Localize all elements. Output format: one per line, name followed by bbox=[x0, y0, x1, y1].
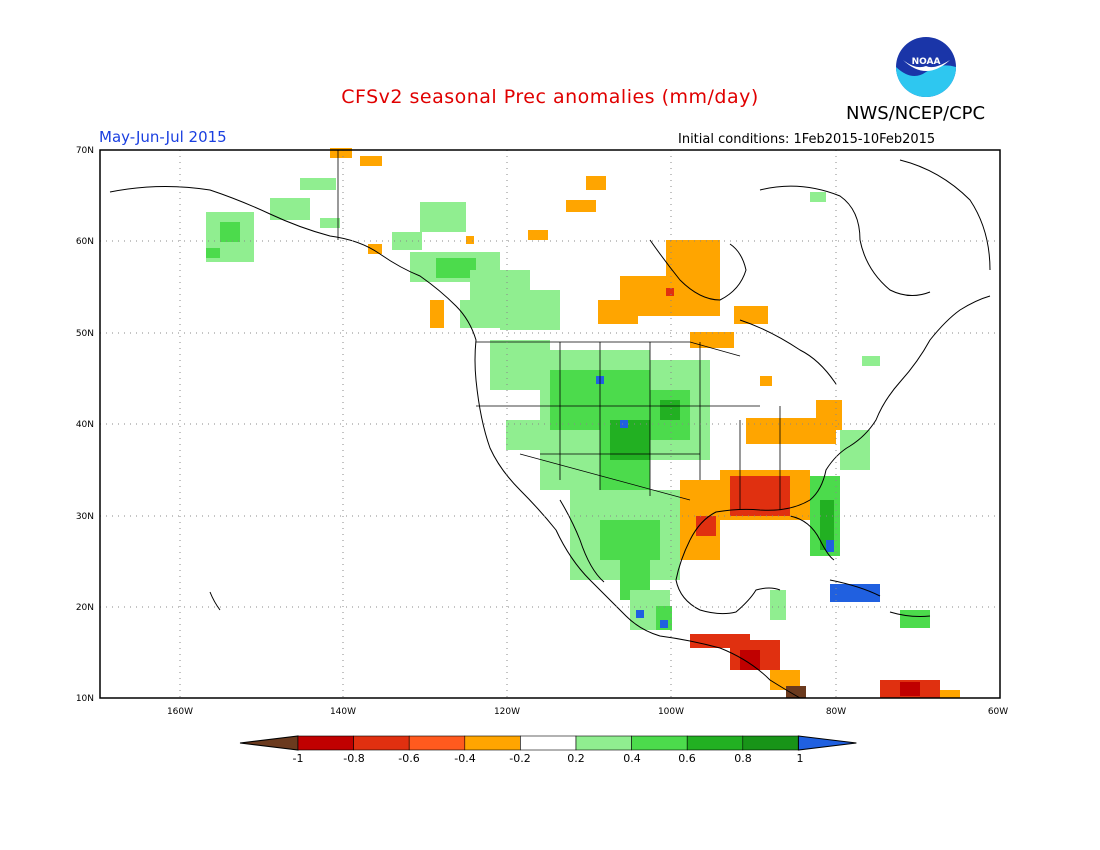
colorbar-labels: -1 -0.8 -0.6 -0.4 -0.2 0.2 0.4 0.6 0.8 1 bbox=[293, 752, 804, 765]
agency-label: NWS/NCEP/CPC bbox=[846, 103, 986, 124]
lon-tick: 120W bbox=[494, 707, 520, 717]
colorbar-label: -0.4 bbox=[454, 752, 475, 765]
colorbar bbox=[239, 735, 857, 751]
lon-tick: 60W bbox=[988, 707, 1008, 717]
colorbar-arrow-high bbox=[797, 735, 857, 751]
noaa-logo: NOAA bbox=[896, 37, 956, 97]
noaa-logo-text: NOAA bbox=[912, 57, 941, 67]
colorbar-swatch bbox=[631, 735, 688, 751]
lon-tick-labels: 160W 140W 120W 100W 80W 60W bbox=[167, 707, 1008, 717]
lon-tick: 140W bbox=[330, 707, 356, 717]
lat-tick: 70N bbox=[76, 146, 94, 156]
lat-tick: 10N bbox=[76, 694, 94, 704]
colorbar-label: 0.4 bbox=[623, 752, 641, 765]
colorbar-label: 0.8 bbox=[734, 752, 752, 765]
colorbar-swatch bbox=[408, 735, 466, 751]
political-boundaries bbox=[337, 150, 781, 510]
colorbar-label: -0.2 bbox=[509, 752, 530, 765]
coastlines bbox=[109, 159, 991, 699]
colorbar-swatch bbox=[353, 735, 410, 751]
lat-tick: 50N bbox=[76, 329, 94, 339]
colorbar-label: 0.2 bbox=[567, 752, 585, 765]
forecast-period: May-Jun-Jul 2015 bbox=[99, 128, 227, 146]
colorbar-label: -1 bbox=[293, 752, 304, 765]
lat-tick: 40N bbox=[76, 420, 94, 430]
colorbar-label: 1 bbox=[797, 752, 804, 765]
graticule bbox=[100, 150, 1000, 698]
lon-tick: 100W bbox=[658, 707, 684, 717]
map-title: CFSv2 seasonal Prec anomalies (mm/day) bbox=[341, 86, 759, 108]
colorbar-swatch bbox=[686, 735, 744, 751]
colorbar-label: 0.6 bbox=[678, 752, 696, 765]
map-frame bbox=[99, 149, 1001, 699]
anomaly-field bbox=[206, 148, 960, 698]
lat-tick-labels: 70N 60N 50N 40N 30N 20N 10N bbox=[76, 146, 94, 704]
colorbar-label: -0.8 bbox=[343, 752, 364, 765]
colorbar-swatch bbox=[520, 735, 577, 751]
colorbar-arrow-low bbox=[239, 735, 299, 751]
colorbar-swatch bbox=[464, 735, 521, 751]
colorbar-swatch bbox=[742, 735, 799, 751]
colorbar-swatch bbox=[297, 735, 354, 751]
lon-tick: 80W bbox=[826, 707, 846, 717]
initial-conditions: Initial conditions: 1Feb2015-10Feb2015 bbox=[678, 132, 936, 147]
lat-tick: 20N bbox=[76, 603, 94, 613]
lat-tick: 60N bbox=[76, 237, 94, 247]
lat-tick: 30N bbox=[76, 512, 94, 522]
colorbar-swatch bbox=[575, 735, 632, 751]
lon-tick: 160W bbox=[167, 707, 193, 717]
colorbar-label: -0.6 bbox=[398, 752, 419, 765]
